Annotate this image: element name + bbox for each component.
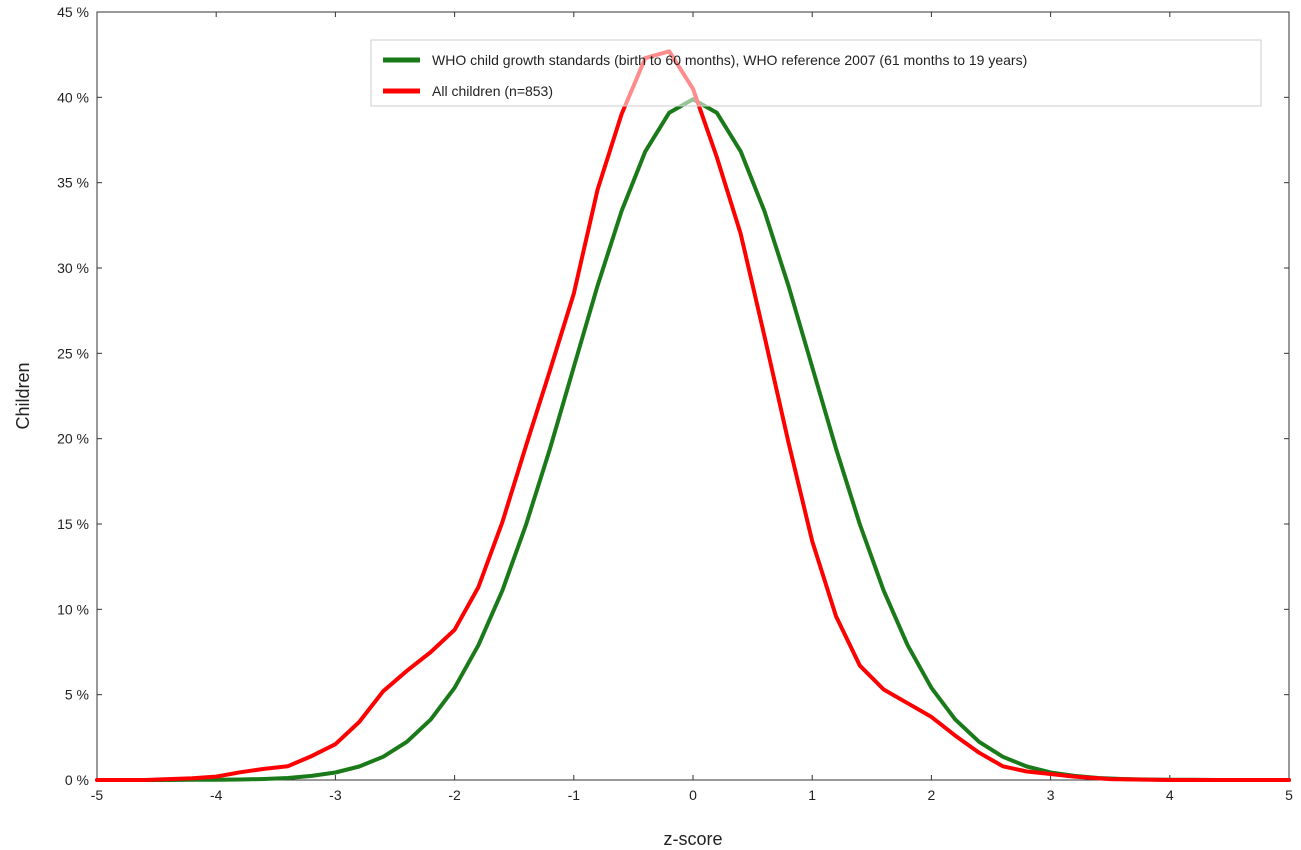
legend: WHO child growth standards (birth to 60 … (370, 39, 1262, 107)
y-tick-label: 40 % (57, 89, 89, 105)
legend-label-all-children: All children (n=853) (432, 83, 553, 99)
y-tick-label: 35 % (57, 175, 89, 191)
x-tick-label: -3 (329, 787, 342, 803)
x-tick-label: -5 (91, 787, 104, 803)
x-tick-label: -2 (448, 787, 461, 803)
legend-box (370, 39, 1262, 107)
y-tick-label: 0 % (65, 772, 89, 788)
y-axis-title: Children (13, 362, 33, 429)
y-tick-label: 30 % (57, 260, 89, 276)
y-tick-label: 5 % (65, 687, 89, 703)
y-axis: 0 % 5 % 10 % 15 % 20 % 25 % 30 % 35 % 40 % 45 % (57, 4, 1289, 788)
plot-area (96, 11, 1290, 781)
x-tick-label: -4 (210, 787, 223, 803)
x-tick-label: 4 (1166, 787, 1174, 803)
x-tick-label: 5 (1285, 787, 1293, 803)
x-tick-label: 0 (689, 787, 697, 803)
x-tick-label: -1 (568, 787, 581, 803)
x-tick-label: 2 (928, 787, 936, 803)
y-tick-label: 15 % (57, 516, 89, 532)
x-tick-label: 3 (1047, 787, 1055, 803)
x-axis: -5 -4 -3 -2 -1 0 1 2 3 4 5 (91, 12, 1293, 803)
y-tick-label: 45 % (57, 4, 89, 20)
y-tick-label: 25 % (57, 345, 89, 361)
y-tick-label: 10 % (57, 601, 89, 617)
x-tick-label: 1 (808, 787, 816, 803)
legend-label-who: WHO child growth standards (birth to 60 … (432, 52, 1027, 68)
y-tick-label: 20 % (57, 431, 89, 447)
x-axis-title: z-score (663, 829, 722, 849)
